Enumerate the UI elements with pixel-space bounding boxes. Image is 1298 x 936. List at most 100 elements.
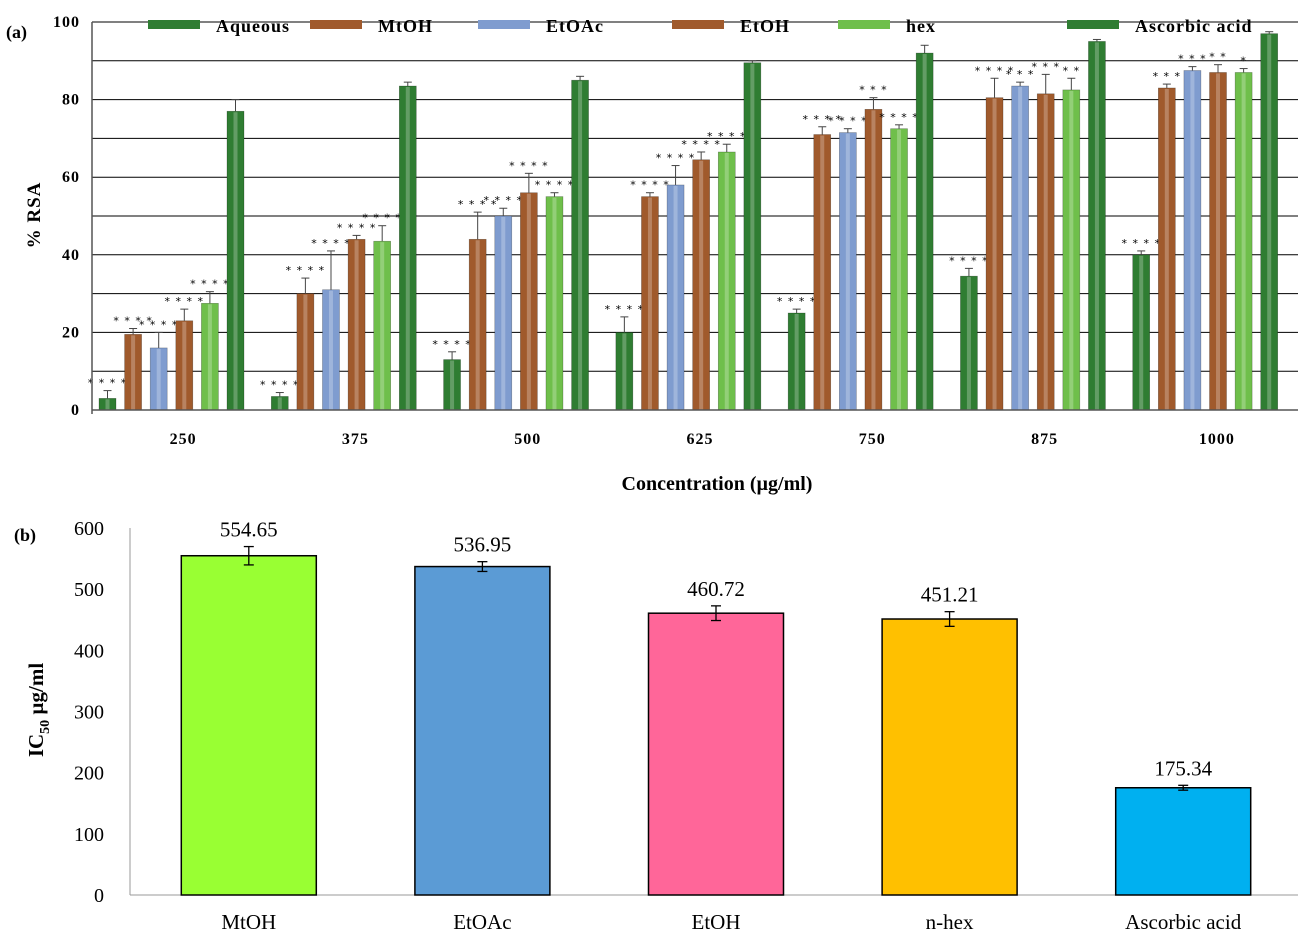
panel-b-value-label: 451.21 (921, 583, 979, 607)
panel-a-significance-stars: * * * (859, 84, 888, 97)
panel-a-significance-stars: * * * * (190, 278, 230, 291)
panel-a-bar-highlight (1139, 255, 1144, 410)
panel-a-bar-highlight (922, 54, 927, 410)
panel-a-legend-label: Ascorbic acid (1135, 16, 1252, 36)
panel-a-bar-highlight (277, 397, 282, 410)
panel-a-bar-highlight (1018, 87, 1023, 411)
panel-a-bar-highlight (578, 81, 583, 410)
panel-a-bar-highlight (1190, 71, 1195, 410)
panel-a-y-tick-label: 40 (62, 247, 80, 264)
panel-b-value-label: 554.65 (220, 518, 278, 542)
panel-a-significance-stars: * * * * (88, 377, 128, 390)
panel-a-x-axis-label: Concentration (µg/ml) (622, 473, 813, 495)
panel-a-bar-highlight (156, 348, 161, 410)
panel-a-x-tick-label: 250 (170, 431, 197, 448)
panel-b-bar (647, 612, 785, 896)
panel-a-significance-stars: * * (1063, 64, 1081, 77)
panel-b-bar (414, 565, 551, 896)
panel-b-y-label-subscript: 50 (38, 720, 53, 734)
panel-a-significance-stars: * * * * (139, 318, 179, 331)
panel-b-y-tick-label: 400 (74, 640, 104, 662)
panel-a-significance-stars: * * * * (113, 315, 153, 328)
panel-a-x-tick-label: 375 (342, 431, 369, 448)
panel-a-significance-stars: * * * * (509, 159, 549, 172)
panel-a-legend-swatch (310, 20, 362, 29)
panel-a-significance-stars: * * * * (535, 179, 575, 192)
panel-a-significance-stars: * * * * (828, 115, 868, 128)
panel-b-bar (180, 554, 318, 896)
panel-a-x-tick-label: 750 (859, 431, 886, 448)
panel-b-bar (881, 618, 1018, 896)
panel-a-bar-highlight (1241, 73, 1246, 410)
panel-a-bar-highlight (871, 110, 876, 411)
panel-a-bar-highlight (1216, 73, 1221, 410)
panel-a-significance-stars: * (1240, 55, 1247, 68)
panel-a-significance-stars: * * * * (802, 113, 842, 126)
panel-a-bar-highlight (699, 160, 704, 410)
panel-a-bar-highlight (405, 87, 410, 411)
panel-a-legend-label: EtOAc (546, 16, 604, 36)
panel-b-x-tick-label: EtOAc (453, 910, 511, 934)
panel-a-significance-stars: * * * * (605, 303, 645, 316)
panel-a-bar-highlight (1267, 34, 1272, 410)
panel-b-y-label-main: IC (24, 734, 48, 757)
panel-a-x-tick-label: 500 (514, 431, 541, 448)
panel-a-significance-stars: * * * * (362, 212, 402, 225)
panel-b-y-tick-label: 100 (74, 824, 104, 846)
panel-a-legend-label: Aqueous (216, 16, 290, 36)
panel-a-y-tick-label: 0 (71, 402, 80, 419)
panel-a-significance-stars: * * (1209, 51, 1227, 64)
panel-a-bar-highlight (1164, 88, 1169, 411)
panel-a-significance-stars: * * * * (337, 221, 377, 234)
panel-a-bar-highlight (1069, 90, 1074, 411)
panel-a-bar-highlight (1043, 94, 1048, 410)
panel-a-bar-highlight (647, 197, 652, 410)
panel-a-bar-highlight (750, 63, 755, 411)
panel-a-significance-stars: * * * * (777, 295, 817, 308)
panel-a-bar-highlight (526, 193, 531, 410)
panel-a-legend-label: MtOH (378, 16, 433, 36)
panel-b-bar (1114, 787, 1252, 896)
panel-b-label: (b) (14, 525, 36, 546)
panel-b-chart: (b) 0 100 200 300 400 500 600 MtOH EtOAc EtOH n-he… (14, 518, 1298, 934)
panel-a-legend-label: EtOH (740, 16, 790, 36)
panel-a-label: (a) (6, 22, 27, 43)
panel-b-y-tick-label: 300 (74, 702, 104, 724)
panel-a-significance-stars: * * * * (630, 179, 670, 192)
panel-a-bar-highlight (380, 242, 385, 410)
panel-b-y-tick-label: 500 (74, 579, 104, 601)
panel-a-bar-highlight (622, 333, 627, 410)
panel-a-significance-stars: * * * (1031, 60, 1060, 73)
panel-b-y-tick-label: 0 (94, 885, 104, 907)
panel-a-x-tick-label: 875 (1031, 431, 1058, 448)
panel-a-legend-swatch (838, 20, 890, 29)
panel-a-bar-highlight (354, 240, 359, 410)
panel-a-bar-highlight (475, 240, 480, 410)
panel-a-significance-stars: * * * * (311, 237, 351, 250)
panel-a-y-tick-label: 60 (62, 169, 80, 186)
panel-b-value-label: 460.72 (687, 577, 745, 601)
panel-a-bar-highlight (673, 185, 678, 410)
panel-b-value-label: 175.34 (1154, 756, 1212, 780)
panel-a-significance-stars: * * * (1153, 70, 1182, 83)
panel-a-legend-swatch (148, 20, 200, 29)
panel-a-bar-highlight (845, 133, 850, 410)
panel-a-significance-stars: * * * * (879, 111, 919, 124)
panel-a-y-tick-label: 100 (53, 14, 80, 31)
panel-a-significance-stars: * * * * (165, 295, 205, 308)
panel-b-y-label-unit: µg/ml (24, 663, 48, 720)
panel-a-significance-stars: * * * * (458, 198, 498, 211)
panel-a-bar-highlight (897, 129, 902, 410)
panel-a-bar-highlight (1094, 42, 1099, 411)
panel-b-x-tick-label: EtOH (692, 910, 741, 934)
panel-a-legend-swatch (1067, 20, 1119, 29)
panel-a-y-tick-label: 80 (62, 92, 80, 109)
panel-a-significance-stars: * * * * (286, 264, 326, 277)
panel-a-y-tick-label: 20 (62, 324, 80, 341)
panel-a-legend-swatch (672, 20, 724, 29)
panel-a-significance-stars: * * * * (432, 338, 472, 351)
panel-b-value-label: 536.95 (454, 533, 512, 557)
panel-a-significance-stars: * * * * (975, 64, 1015, 77)
panel-a-significance-stars: * * * * (707, 130, 747, 143)
panel-a-bar-highlight (233, 112, 238, 411)
